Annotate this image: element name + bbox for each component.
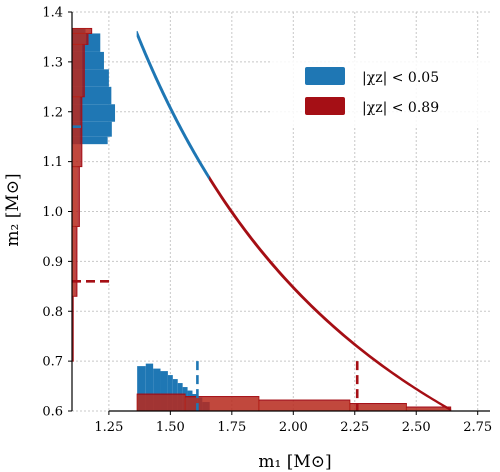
m1-histogram-bar bbox=[153, 368, 161, 411]
m1-histogram-overlap bbox=[258, 401, 350, 411]
y-tick-label: 0.7 bbox=[42, 355, 63, 370]
legend-label-chi-high: |χz| < 0.89 bbox=[362, 100, 439, 116]
curve-chi-low bbox=[136, 30, 211, 181]
x-tick-label: 2.25 bbox=[340, 420, 369, 435]
m2-histogram-overlap bbox=[72, 226, 75, 297]
median-markers bbox=[72, 125, 359, 411]
m1-histogram-overlap bbox=[406, 408, 451, 411]
m2-histogram-bar bbox=[72, 136, 108, 145]
axes: 1.25 1.50 1.75 2.00 2.25 2.50 2.75 0.6 0.7 0.8 0.9… bbox=[42, 6, 492, 436]
x-tick-label: 1.25 bbox=[94, 420, 123, 435]
m1-histogram-bar bbox=[160, 371, 168, 411]
legend-swatch-chi-high bbox=[305, 97, 345, 115]
m1-histogram-overlap bbox=[137, 395, 186, 411]
y-tick-label: 1.2 bbox=[42, 105, 63, 120]
m2-histogram-overlap bbox=[72, 96, 80, 167]
x-tick-label: 2.50 bbox=[402, 420, 431, 435]
legend-label-chi-low: |χz| < 0.05 bbox=[362, 70, 439, 86]
y-tick-label: 1.3 bbox=[42, 55, 63, 70]
x-axis-label: m₁ [M⊙] bbox=[258, 452, 331, 472]
marginal-histograms bbox=[71, 27, 452, 412]
x-tick-label: 1.50 bbox=[156, 420, 185, 435]
m1-histogram-bar bbox=[137, 366, 146, 411]
x-tick-label: 2.00 bbox=[279, 420, 308, 435]
x-tick-label: 2.75 bbox=[463, 420, 492, 435]
y-tick-label: 0.6 bbox=[42, 405, 63, 420]
legend-swatch-chi-low bbox=[305, 67, 345, 85]
m2-histogram-overlap bbox=[72, 166, 78, 227]
y-tick-label: 0.9 bbox=[42, 255, 63, 270]
y-tick-label: 1.4 bbox=[42, 6, 63, 21]
m2-histogram-overlap bbox=[72, 28, 90, 34]
m1-histogram-overlap bbox=[349, 404, 407, 411]
y-tick-label: 1.1 bbox=[42, 155, 63, 170]
m1-histogram-bar bbox=[167, 375, 173, 411]
y-tick-label: 1.0 bbox=[42, 205, 63, 220]
m2-histogram-overlap bbox=[72, 44, 83, 97]
x-tick-label: 1.75 bbox=[217, 420, 246, 435]
m2-histogram-overlap bbox=[72, 33, 86, 45]
m2-histogram-bar bbox=[72, 104, 116, 122]
legend: |χz| < 0.05 |χz| < 0.89 bbox=[270, 60, 498, 126]
y-axis-label: m₂ [M⊙] bbox=[3, 173, 23, 246]
m1-histogram-bar bbox=[145, 363, 154, 411]
y-tick-label: 0.8 bbox=[42, 305, 63, 320]
m1-histogram-overlap bbox=[185, 397, 259, 411]
